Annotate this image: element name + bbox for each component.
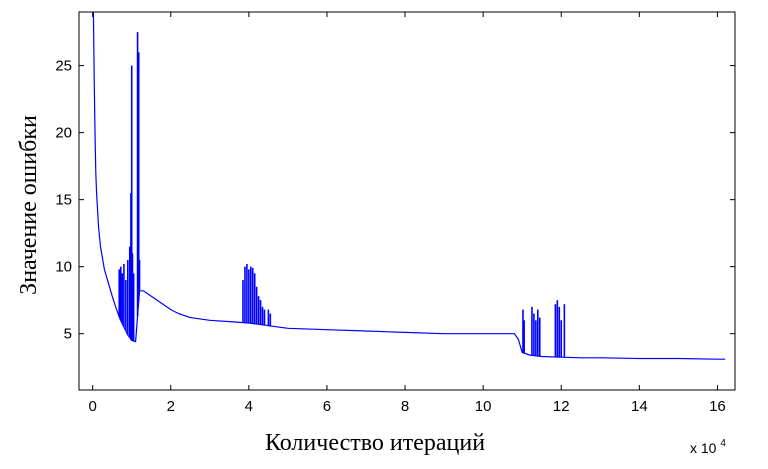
series-line-0 <box>92 11 726 360</box>
y-tick-label-25: 25 <box>55 58 72 75</box>
x-tick-label-2: 2 <box>167 398 175 415</box>
y-tick-label-20: 20 <box>55 125 72 142</box>
y-axis-label: Значение ошибки <box>16 115 42 295</box>
y-tick-label-15: 15 <box>55 192 72 209</box>
x-tick-label-12: 12 <box>553 398 570 415</box>
x-axis-ticks: 0 2 4 6 8 10 12 14 16 <box>88 12 726 415</box>
y-tick-label-10: 10 <box>55 259 72 276</box>
x-multiplier-base: x 10 <box>690 440 717 456</box>
x-tick-label-4: 4 <box>245 398 253 415</box>
x-tick-label-8: 8 <box>401 398 409 415</box>
x-axis-label: Количество итераций <box>265 430 485 456</box>
x-multiplier-label: x 10 4 <box>690 438 726 456</box>
x-tick-label-10: 10 <box>475 398 492 415</box>
y-axis-ticks: 5 10 15 20 25 <box>55 58 735 343</box>
x-tick-label-0: 0 <box>88 398 96 415</box>
plot-frame <box>78 11 736 391</box>
x-tick-label-6: 6 <box>323 398 331 415</box>
y-tick-label-5: 5 <box>64 326 72 343</box>
x-tick-label-14: 14 <box>631 398 648 415</box>
x-multiplier-exponent: 4 <box>720 438 726 449</box>
data-layer <box>92 11 726 360</box>
x-tick-label-16: 16 <box>709 398 726 415</box>
